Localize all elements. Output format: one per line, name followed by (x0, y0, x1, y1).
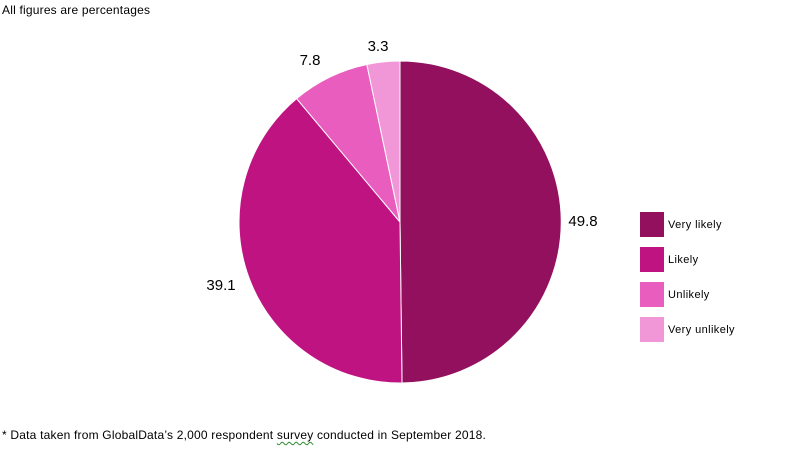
legend-item-unlikely: Unlikely (640, 282, 735, 307)
pie-slice-very-likely (399, 60, 562, 384)
chart-subtitle: All figures are percentages (2, 3, 151, 17)
legend-label: Very unlikely (668, 323, 735, 336)
legend-label: Likely (668, 253, 699, 266)
legend-swatch (640, 317, 664, 342)
footnote: * Data taken from GlobalData’s 2,000 res… (2, 428, 486, 442)
legend-label: Unlikely (668, 288, 710, 301)
data-label-likely: 39.1 (206, 277, 235, 294)
legend-swatch (640, 282, 664, 307)
data-label-very-unlikely: 3.3 (368, 38, 389, 55)
footnote-text: * Data taken from GlobalData’s 2,000 res… (2, 428, 277, 442)
data-label-very-likely: 49.8 (568, 213, 597, 230)
pie-slice-very-unlikely (366, 60, 401, 223)
pie-slice-likely (238, 97, 403, 384)
data-label-unlikely: 7.8 (300, 52, 321, 69)
legend-item-very-likely: Very likely (640, 212, 735, 237)
legend-label: Very likely (668, 218, 722, 231)
footnote-text-end: conducted in September 2018. (313, 428, 487, 442)
legend-item-very-unlikely: Very unlikely (640, 317, 735, 342)
legend-item-likely: Likely (640, 247, 735, 272)
legend-swatch (640, 247, 664, 272)
legend-swatch (640, 212, 664, 237)
legend: Very likely Likely Unlikely Very unlikel… (640, 212, 735, 352)
spellcheck-flagged-word: survey (276, 428, 314, 442)
